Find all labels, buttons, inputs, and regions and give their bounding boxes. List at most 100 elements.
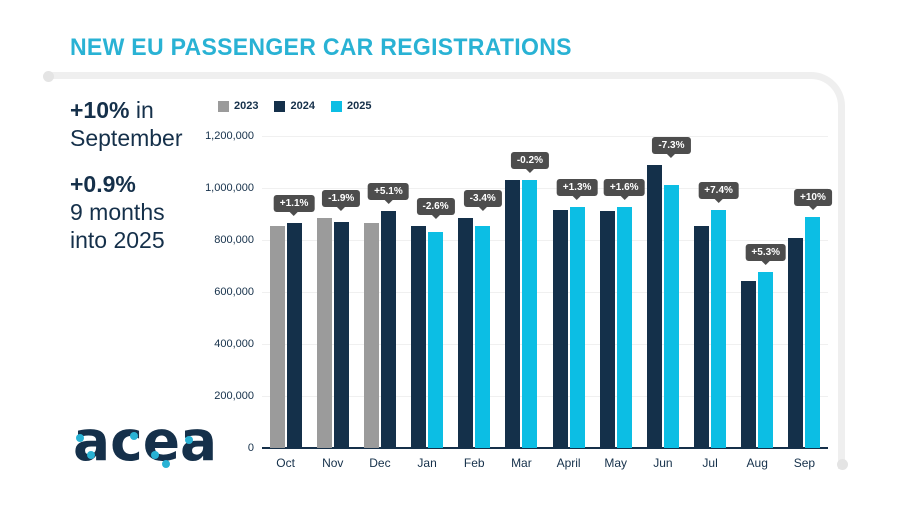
annotation-tooltip-Sep: +10% bbox=[793, 188, 832, 206]
x-tick-label-April: April bbox=[556, 456, 581, 470]
legend-item-2025: 2025 bbox=[330, 100, 372, 112]
bar-2025-Jul bbox=[711, 210, 727, 448]
x-tick-label-Aug: Aug bbox=[746, 456, 768, 470]
bar-group-Nov: -1.9% Nov bbox=[309, 136, 361, 470]
x-tick-label-Jun: Jun bbox=[653, 456, 673, 470]
annotation-tooltip-Jul: +7.4% bbox=[698, 182, 739, 200]
page-title: NEW EU PASSENGER CAR REGISTRATIONS bbox=[70, 34, 572, 61]
bar-group-Oct: +1.1% Oct bbox=[262, 136, 315, 470]
bar-2025-Aug bbox=[758, 271, 774, 448]
legend-label: 2023 bbox=[234, 100, 259, 112]
bar-pair bbox=[404, 136, 451, 448]
y-axis-labels: 1,200,000 1,000,000 800,000 600,000 400,000 2… bbox=[168, 130, 254, 454]
gridline bbox=[262, 136, 828, 137]
stat-september-suffix: in bbox=[129, 97, 154, 123]
bar-group-Dec: +5.1% Dec bbox=[356, 136, 409, 470]
legend-label: 2024 bbox=[290, 100, 315, 112]
y-tick-label: 0 bbox=[247, 442, 254, 454]
stat-ytd: +0.9% 9 months into 2025 bbox=[70, 170, 183, 254]
annotation-tooltip-Nov: -1.9% bbox=[322, 189, 361, 207]
bar-group-Feb: -3.4% Feb bbox=[451, 136, 502, 470]
y-tick-label: 1,200,000 bbox=[205, 130, 254, 142]
bar-group-April: +1.3% April bbox=[545, 136, 598, 470]
bar-pair bbox=[451, 136, 498, 448]
bar-2025-May bbox=[616, 206, 632, 448]
y-tick-label: 600,000 bbox=[214, 286, 254, 298]
x-tick-label-Dec: Dec bbox=[369, 456, 391, 470]
bar-pair bbox=[781, 136, 828, 448]
stat-ytd-value: +0.9% bbox=[70, 171, 136, 197]
bar-2023-Nov bbox=[316, 217, 332, 448]
bar-2024-Feb bbox=[458, 218, 474, 448]
chart-legend: 2023 2024 2025 bbox=[218, 100, 371, 112]
x-tick-label-Feb: Feb bbox=[463, 456, 485, 470]
bar-group-Aug: +5.3% Aug bbox=[734, 136, 787, 470]
gridline bbox=[262, 240, 828, 241]
annotation-tooltip-Dec: +5.1% bbox=[368, 183, 409, 201]
bar-2024-Sep bbox=[788, 237, 804, 448]
x-tick-label-Sep: Sep bbox=[793, 456, 816, 470]
legend-item-2024: 2024 bbox=[274, 100, 315, 112]
annotation-tooltip-Jan: -2.6% bbox=[416, 197, 455, 215]
bar-2024-Mar bbox=[505, 179, 521, 448]
bar-2023-Oct bbox=[269, 225, 285, 448]
x-tick-label-Nov: Nov bbox=[322, 456, 344, 470]
bar-pair bbox=[309, 136, 356, 448]
legend-swatch-icon bbox=[274, 100, 286, 112]
bar-group-Sep: +10% Sep bbox=[781, 136, 832, 470]
decorative-line-end-dot bbox=[837, 459, 848, 470]
bar-2024-Dec bbox=[380, 211, 396, 448]
gridline bbox=[262, 344, 828, 345]
y-tick-label: 1,000,000 bbox=[205, 182, 254, 194]
bar-group-Mar: -0.2% Mar bbox=[498, 136, 549, 470]
x-tick-label-Jul: Jul bbox=[702, 456, 718, 470]
bar-2024-May bbox=[599, 210, 615, 448]
bar-2025-Feb bbox=[475, 225, 491, 448]
stat-september-value: +10% bbox=[70, 97, 130, 123]
annotation-tooltip-Feb: -3.4% bbox=[463, 190, 502, 208]
bar-pair bbox=[592, 136, 639, 448]
bar-group-Jul: +7.4% Jul bbox=[687, 136, 739, 470]
annotation-tooltip-May: +1.6% bbox=[603, 178, 645, 196]
bar-2023-Dec bbox=[363, 222, 379, 448]
gridline bbox=[262, 396, 828, 397]
bar-chart-plot: +1.1% Oct -1.9% Nov +5.1% Dec -2.6% Jan -3.4% Feb… bbox=[262, 136, 832, 470]
stat-september-label: September bbox=[70, 125, 183, 151]
bar-pair bbox=[545, 136, 592, 448]
bar-2024-Jul bbox=[694, 226, 710, 448]
decorative-line-start-dot bbox=[43, 71, 54, 82]
bar-2025-Sep bbox=[805, 216, 821, 448]
annotation-tooltip-April: +1.3% bbox=[556, 179, 598, 197]
gridline bbox=[262, 292, 828, 293]
bar-2025-Jan bbox=[428, 231, 444, 448]
annotation-tooltip-Aug: +5.3% bbox=[745, 243, 787, 261]
bar-group-May: +1.6% May bbox=[592, 136, 645, 470]
bar-pair bbox=[356, 136, 403, 448]
bar-pair bbox=[498, 136, 545, 448]
bar-pair bbox=[639, 136, 686, 448]
y-tick-label: 400,000 bbox=[214, 338, 254, 350]
legend-label: 2025 bbox=[346, 100, 372, 112]
stat-september: +10% in September bbox=[70, 96, 183, 152]
bar-pair bbox=[262, 136, 309, 448]
bar-2025-Jun bbox=[663, 185, 679, 448]
annotation-tooltip-Oct: +1.1% bbox=[273, 195, 315, 213]
bar-2024-Nov bbox=[333, 222, 349, 448]
bar-2024-April bbox=[552, 210, 568, 448]
legend-swatch-icon bbox=[218, 100, 229, 112]
bar-group-Jan: -2.6% Jan bbox=[404, 136, 455, 470]
stat-ytd-label-2: into 2025 bbox=[70, 227, 165, 253]
annotation-tooltip-Mar: -0.2% bbox=[510, 151, 549, 169]
annotation-tooltip-Jun: -7.3% bbox=[652, 136, 691, 154]
bar-2024-Aug bbox=[741, 280, 757, 448]
x-tick-label-Jan: Jan bbox=[417, 456, 437, 470]
acea-logo: acea bbox=[73, 409, 218, 473]
legend-swatch-icon bbox=[330, 100, 342, 112]
bar-2024-Jan bbox=[411, 225, 427, 448]
x-tick-label-May: May bbox=[604, 456, 628, 470]
legend-item-2023: 2023 bbox=[218, 100, 258, 112]
x-tick-label-Oct: Oct bbox=[276, 456, 295, 470]
bar-pair bbox=[734, 136, 781, 448]
y-tick-label: 200,000 bbox=[214, 390, 254, 402]
